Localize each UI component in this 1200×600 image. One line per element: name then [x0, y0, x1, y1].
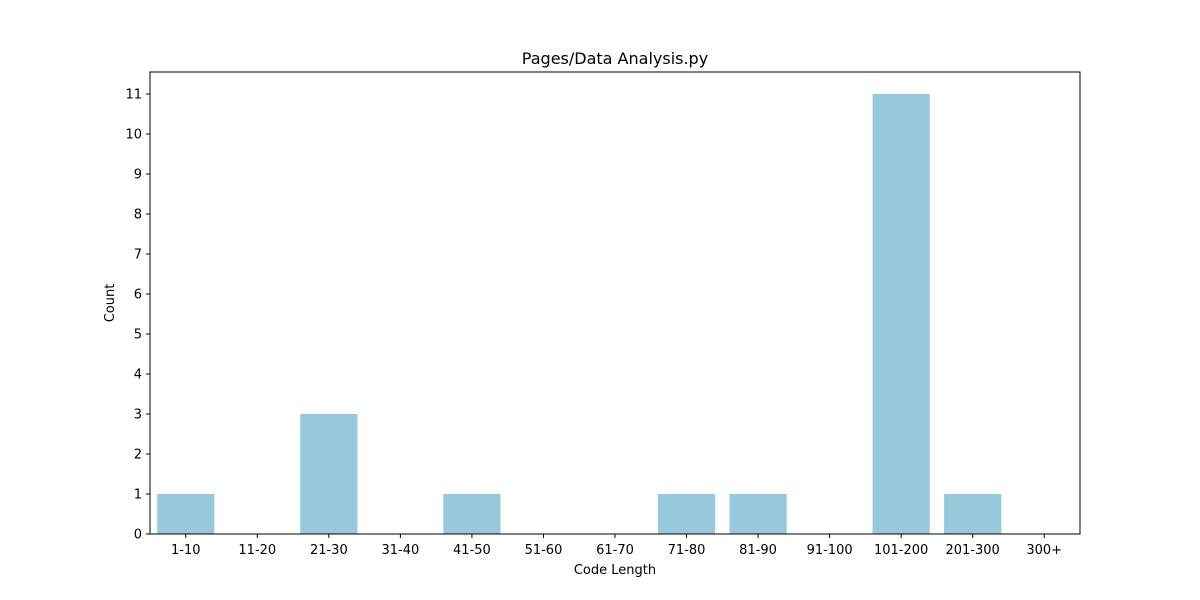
y-tick-label: 8	[134, 208, 142, 223]
y-axis-ticks: 0 1 2 3 4 5 6 7 8 9 10 11	[125, 88, 150, 543]
x-tick-label: 11-20	[238, 543, 276, 558]
y-tick-label: 6	[134, 288, 142, 303]
x-tick-label: 201-300	[946, 543, 1000, 558]
x-axis-ticks: 1-10 11-20 21-30 31-40 41-50 51-60 61-70 71-80 8…	[171, 534, 1062, 558]
y-tick-label: 3	[134, 408, 142, 423]
bar	[944, 494, 1002, 534]
y-tick-label: 2	[134, 448, 142, 463]
bar	[300, 414, 358, 534]
bars-group	[157, 94, 1002, 534]
x-tick-label: 81-90	[739, 543, 777, 558]
x-tick-label: 300+	[1026, 543, 1062, 558]
x-tick-label: 61-70	[596, 543, 634, 558]
x-tick-label: 41-50	[453, 543, 491, 558]
x-tick-label: 71-80	[668, 543, 706, 558]
y-tick-label: 0	[134, 528, 142, 543]
y-axis-label: Count	[103, 284, 118, 323]
x-tick-label: 31-40	[381, 543, 419, 558]
x-axis-label: Code Length	[574, 563, 656, 578]
bar	[657, 494, 716, 534]
x-tick-label: 1-10	[171, 543, 201, 558]
x-tick-label: 21-30	[310, 543, 348, 558]
y-tick-label: 5	[134, 328, 142, 343]
bar	[443, 494, 501, 534]
bar	[157, 494, 215, 534]
x-tick-label: 101-200	[874, 543, 928, 558]
x-tick-label: 51-60	[525, 543, 563, 558]
bar	[872, 94, 930, 534]
y-tick-label: 4	[134, 368, 142, 383]
y-tick-label: 11	[125, 88, 142, 103]
y-tick-label: 7	[134, 248, 142, 263]
bar	[729, 494, 787, 534]
y-tick-label: 9	[134, 168, 142, 183]
y-tick-label: 1	[134, 488, 142, 503]
chart-title: Pages/Data Analysis.py	[522, 49, 708, 68]
y-tick-label: 10	[125, 128, 142, 143]
x-tick-label: 91-100	[807, 543, 853, 558]
